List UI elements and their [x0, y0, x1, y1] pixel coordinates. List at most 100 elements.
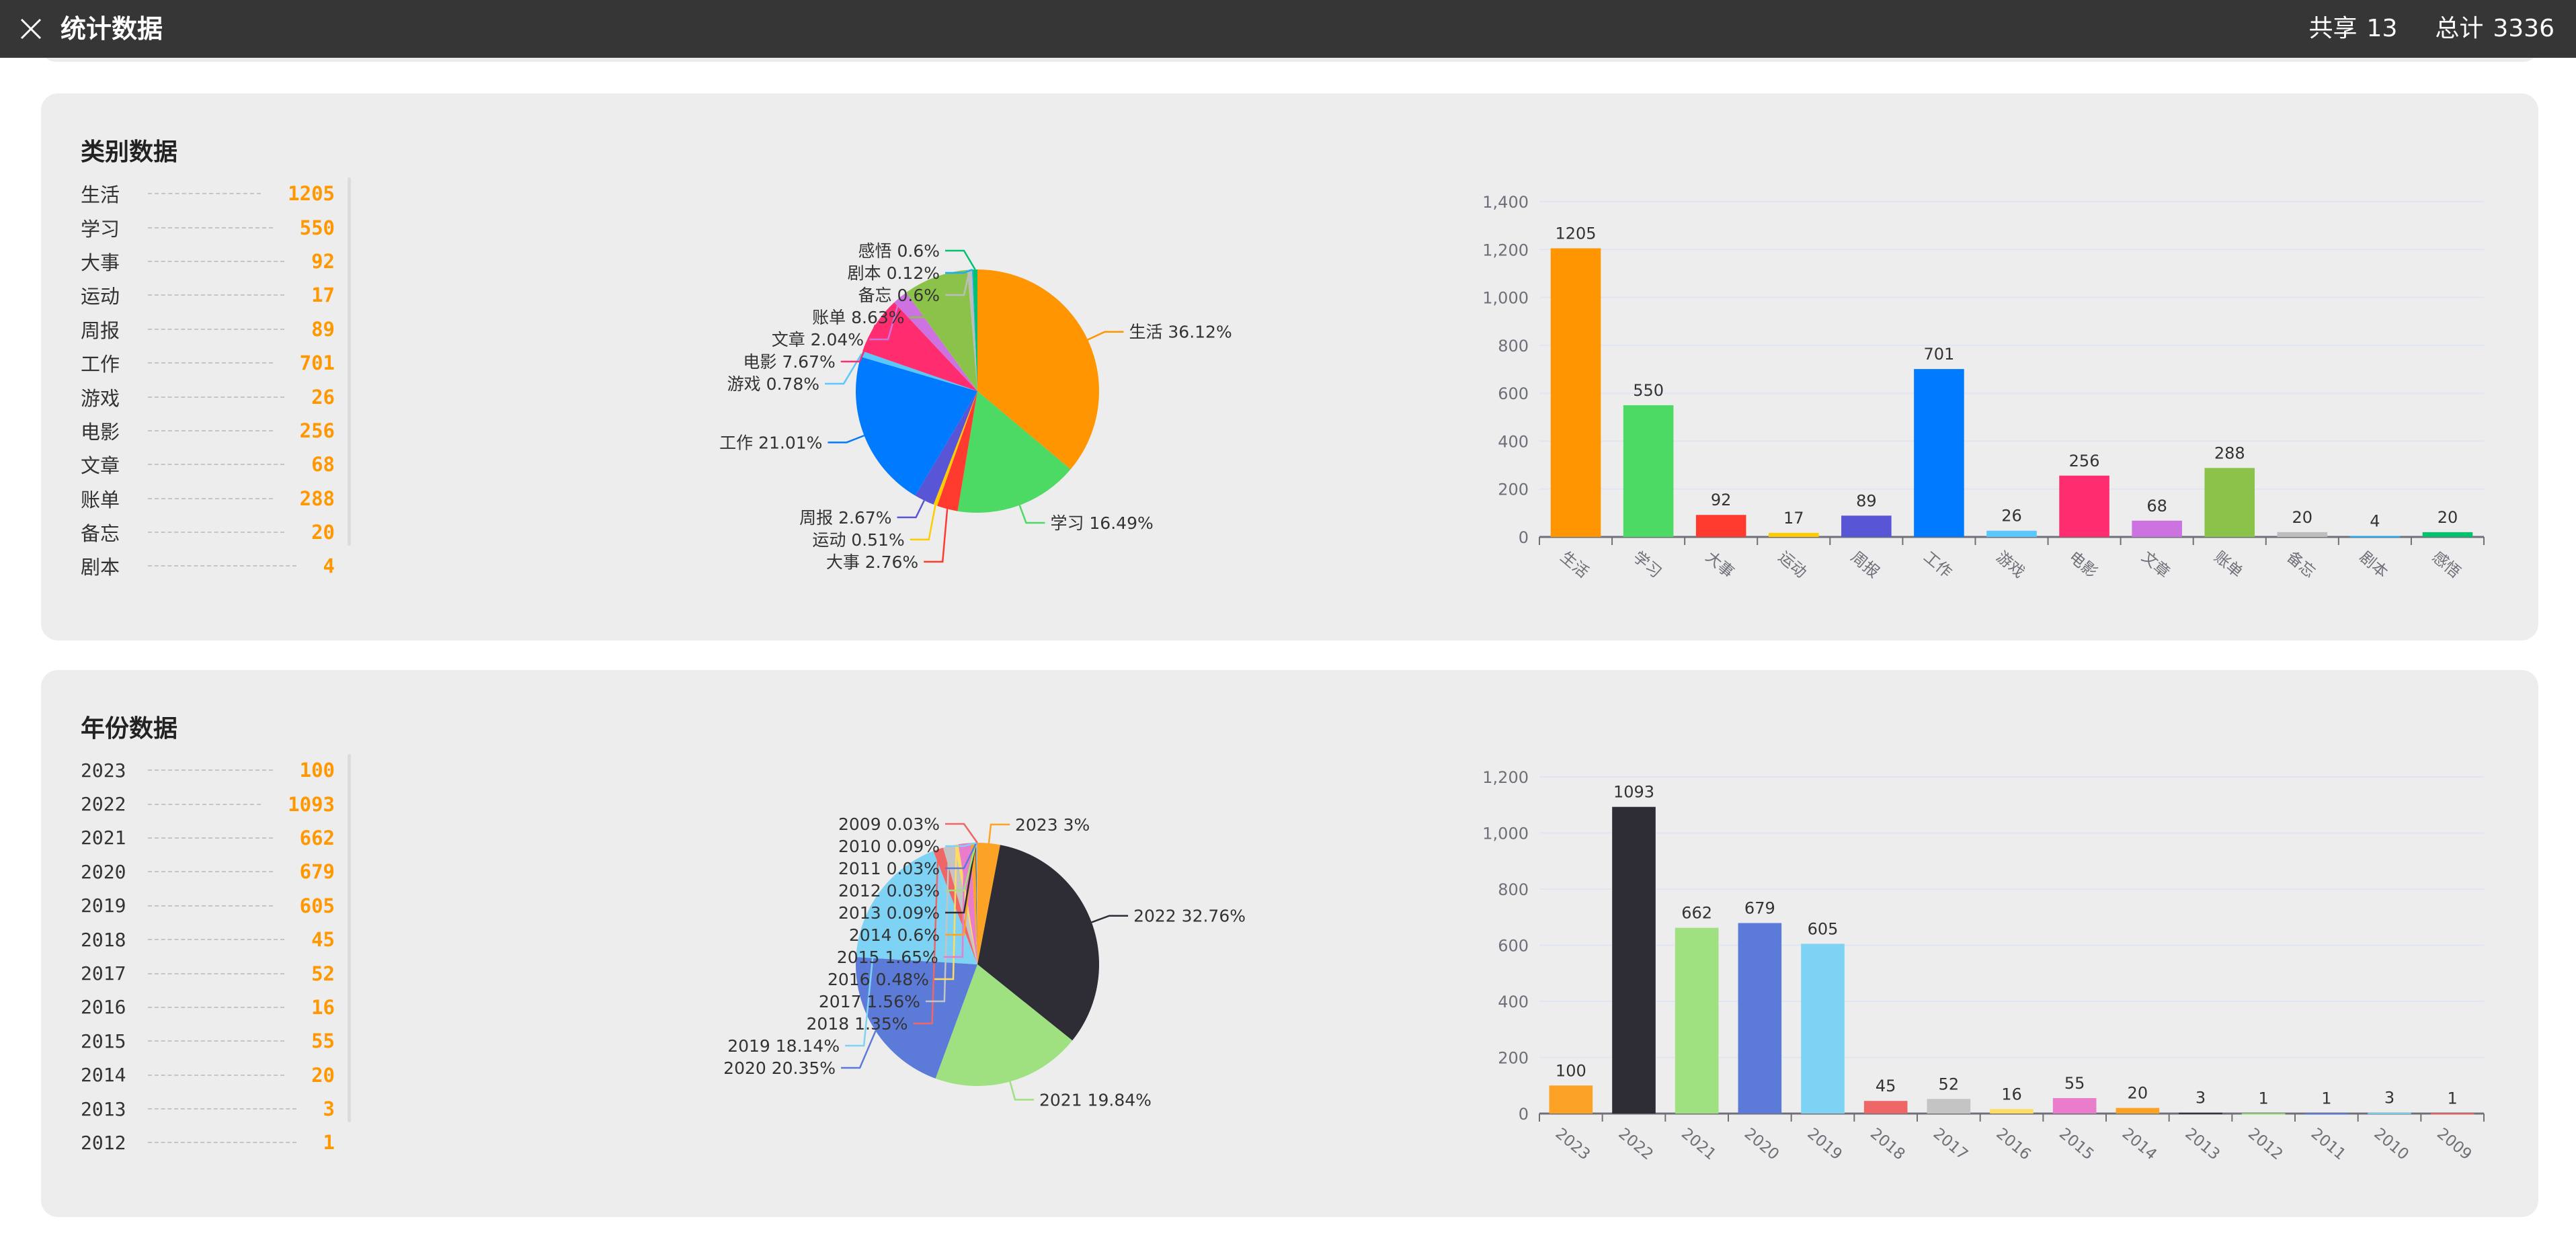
pie-slice[interactable] — [957, 391, 1071, 513]
list-item[interactable]: 周报 89 — [81, 312, 335, 346]
bar[interactable] — [2304, 1113, 2349, 1115]
list-item[interactable]: 账单 288 — [81, 482, 335, 515]
bar[interactable] — [2204, 468, 2255, 537]
bar[interactable] — [2368, 1112, 2411, 1114]
y-tick-label: 0 — [1519, 528, 1529, 547]
bar[interactable] — [1623, 405, 1674, 537]
pie-slice[interactable] — [975, 843, 977, 964]
bar[interactable] — [1768, 532, 1819, 537]
list-item[interactable]: 剧本 4 — [81, 549, 335, 583]
pie-slice[interactable] — [855, 356, 977, 496]
list-item[interactable]: 2016 16 — [81, 991, 335, 1024]
pie-slice[interactable] — [967, 269, 977, 391]
bar[interactable] — [1549, 1085, 1593, 1114]
pie-label-line — [945, 269, 971, 296]
list-item[interactable]: 2015 55 — [81, 1024, 335, 1058]
pie-slice[interactable] — [906, 269, 977, 391]
bar[interactable] — [1738, 923, 1782, 1114]
pie-slice[interactable] — [942, 845, 977, 964]
list-item[interactable]: 2013 3 — [81, 1092, 335, 1126]
list-item[interactable]: 学习 550 — [81, 210, 335, 244]
item-label: 2012 — [81, 1131, 126, 1154]
x-tick-label: 感悟 — [2429, 548, 2464, 581]
pie-label: 账单 8.63% — [812, 308, 904, 327]
item-label: 2020 — [81, 860, 126, 883]
bar[interactable] — [2241, 1113, 2286, 1115]
bar[interactable] — [1695, 515, 1746, 537]
bar[interactable] — [1801, 944, 1845, 1114]
pie-slice[interactable] — [977, 845, 1100, 1041]
x-tick-label: 2019 — [1804, 1125, 1845, 1164]
list-item[interactable]: 2021 662 — [81, 821, 335, 855]
bar[interactable] — [2132, 520, 2182, 537]
page-title: 统计数据 — [61, 14, 163, 44]
bar[interactable] — [1612, 806, 1656, 1114]
list-item[interactable]: 2020 679 — [81, 855, 335, 888]
bar[interactable] — [2430, 1113, 2474, 1115]
bar[interactable] — [1990, 1109, 2034, 1114]
bar[interactable] — [2422, 532, 2473, 537]
pie-slice[interactable] — [971, 269, 977, 391]
x-tick-label: 2013 — [2181, 1125, 2223, 1164]
list-item[interactable]: 运动 17 — [81, 278, 335, 312]
pie-slice[interactable] — [971, 843, 977, 964]
list-item[interactable]: 2018 45 — [81, 923, 335, 956]
list-item[interactable]: 2014 20 — [81, 1058, 335, 1092]
bar[interactable] — [2277, 532, 2328, 537]
list-scrollbar[interactable] — [348, 754, 351, 1122]
bar[interactable] — [1927, 1099, 1971, 1114]
pie-slice[interactable] — [935, 964, 1073, 1086]
list-item[interactable]: 备忘 20 — [81, 515, 335, 549]
list-item[interactable]: 电影 256 — [81, 414, 335, 448]
bar[interactable] — [2349, 536, 2401, 538]
list-item[interactable]: 2022 1093 — [81, 787, 335, 821]
dotted-leader — [148, 328, 285, 330]
bar[interactable] — [2059, 475, 2109, 537]
bar[interactable] — [1550, 248, 1601, 537]
pie-slice[interactable] — [977, 843, 1000, 964]
bar[interactable] — [2116, 1107, 2160, 1114]
list-item[interactable]: 2012 1 — [81, 1126, 335, 1159]
pie-label: 2014 0.6% — [849, 925, 940, 945]
pie-slice[interactable] — [973, 269, 977, 391]
list-item[interactable]: 文章 68 — [81, 448, 335, 481]
list-item[interactable]: 工作 701 — [81, 346, 335, 380]
x-tick-label: 电影 — [2065, 548, 2100, 581]
item-count: 45 — [311, 928, 335, 952]
list-item[interactable]: 大事 92 — [81, 245, 335, 278]
close-button[interactable] — [19, 17, 43, 41]
list-item[interactable]: 2023 100 — [81, 753, 335, 787]
bar[interactable] — [1675, 927, 1719, 1114]
item-label: 学习 — [81, 217, 120, 241]
list-scrollbar[interactable] — [348, 177, 351, 546]
item-label: 电影 — [81, 420, 120, 444]
pie-slice[interactable] — [860, 351, 977, 391]
pie-slice[interactable] — [937, 391, 977, 511]
pie-slice[interactable] — [975, 843, 977, 964]
pie-slice[interactable] — [977, 269, 1100, 470]
bar[interactable] — [1914, 369, 1964, 537]
pie-slice[interactable] — [862, 302, 977, 391]
bar[interactable] — [2052, 1098, 2097, 1114]
bar[interactable] — [1841, 515, 1892, 537]
year-list[interactable]: 2023 100 2022 1093 2021 662 2020 679 2019 605 2018… — [81, 753, 335, 1160]
pie-label: 2018 1.35% — [807, 1014, 908, 1034]
item-count: 55 — [311, 1030, 335, 1053]
dotted-leader — [148, 905, 273, 907]
dotted-leader — [148, 1142, 296, 1144]
item-label: 生活 — [81, 183, 120, 207]
y-tick-label: 1,400 — [1482, 193, 1529, 212]
pie-slice[interactable] — [856, 957, 977, 1079]
list-item[interactable]: 生活 1205 — [81, 177, 335, 210]
item-count: 662 — [299, 826, 335, 849]
category-list[interactable]: 生活 1205 学习 550 大事 92 运动 17 周报 89 工作 701 游戏 26 电影 256 文章 6… — [81, 177, 335, 583]
list-item[interactable]: 2017 52 — [81, 956, 335, 990]
pie-slice[interactable] — [933, 391, 977, 506]
pie-slice[interactable] — [976, 843, 977, 964]
bar[interactable] — [1863, 1101, 1908, 1114]
list-item[interactable]: 游戏 26 — [81, 380, 335, 413]
bar[interactable] — [2179, 1112, 2222, 1114]
list-item[interactable]: 2019 605 — [81, 889, 335, 923]
bar[interactable] — [1986, 530, 2037, 537]
pie-slice[interactable] — [915, 391, 977, 505]
